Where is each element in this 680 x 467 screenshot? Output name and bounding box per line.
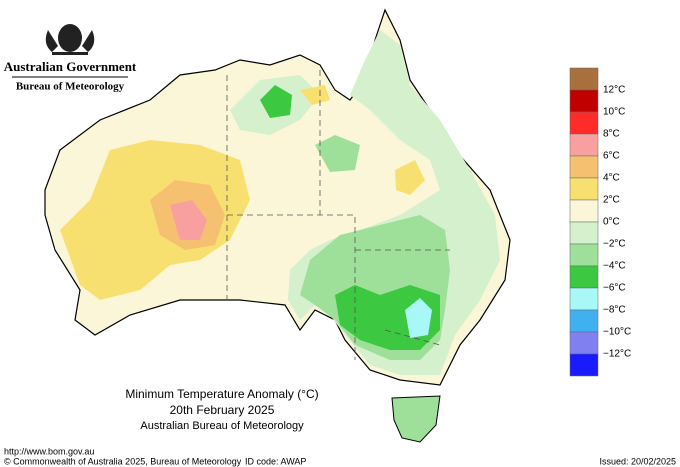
map-date: 20th February 2025 bbox=[170, 403, 275, 417]
legend-swatch bbox=[569, 221, 599, 245]
government-name: Australian Government bbox=[4, 59, 137, 74]
map-title: Minimum Temperature Anomaly (°C) bbox=[125, 387, 318, 401]
legend-swatch bbox=[569, 243, 599, 267]
legend-label: −6°C bbox=[603, 283, 626, 294]
legend-swatch bbox=[569, 89, 599, 113]
legend-swatch bbox=[569, 155, 599, 179]
legend-label: −10°C bbox=[603, 327, 631, 338]
legend-swatch bbox=[569, 199, 599, 223]
legend-label: 2°C bbox=[603, 195, 620, 206]
legend-label: −2°C bbox=[603, 239, 626, 250]
footer-url: http://www.bom.gov.au bbox=[4, 446, 94, 456]
legend: 12°C 10°C 8°C 6°C 4°C 2°C 0°C −2°C −4°C −6°C −8°C −… bbox=[569, 67, 631, 377]
legend-label: 4°C bbox=[603, 173, 620, 184]
footer-copyright: © Commonwealth of Australia 2025, Bureau… bbox=[4, 456, 242, 466]
legend-label: 12°C bbox=[603, 85, 625, 96]
agency-name: Bureau of Meteorology bbox=[16, 81, 125, 93]
legend-swatch bbox=[569, 353, 599, 377]
legend-label: 8°C bbox=[603, 129, 620, 140]
map-source: Australian Bureau of Meteorology bbox=[140, 420, 304, 432]
footer-id: ID code: AWAP bbox=[245, 456, 306, 466]
legend-swatch bbox=[569, 177, 599, 201]
legend-swatch bbox=[569, 331, 599, 355]
coat-of-arms bbox=[45, 24, 95, 55]
legend-label: −8°C bbox=[603, 305, 626, 316]
legend-swatch bbox=[569, 111, 599, 135]
legend-swatch bbox=[569, 67, 599, 91]
footer-issued: Issued: 20/02/2025 bbox=[599, 456, 676, 466]
legend-label: 6°C bbox=[603, 151, 620, 162]
legend-label: 10°C bbox=[603, 107, 625, 118]
legend-label: 0°C bbox=[603, 217, 620, 228]
legend-swatch bbox=[569, 133, 599, 157]
legend-swatch bbox=[569, 265, 599, 289]
legend-label: −4°C bbox=[603, 261, 626, 272]
legend-swatch bbox=[569, 287, 599, 311]
australia-map bbox=[44, 8, 511, 443]
legend-swatch bbox=[569, 309, 599, 333]
legend-label: −12°C bbox=[603, 349, 631, 360]
